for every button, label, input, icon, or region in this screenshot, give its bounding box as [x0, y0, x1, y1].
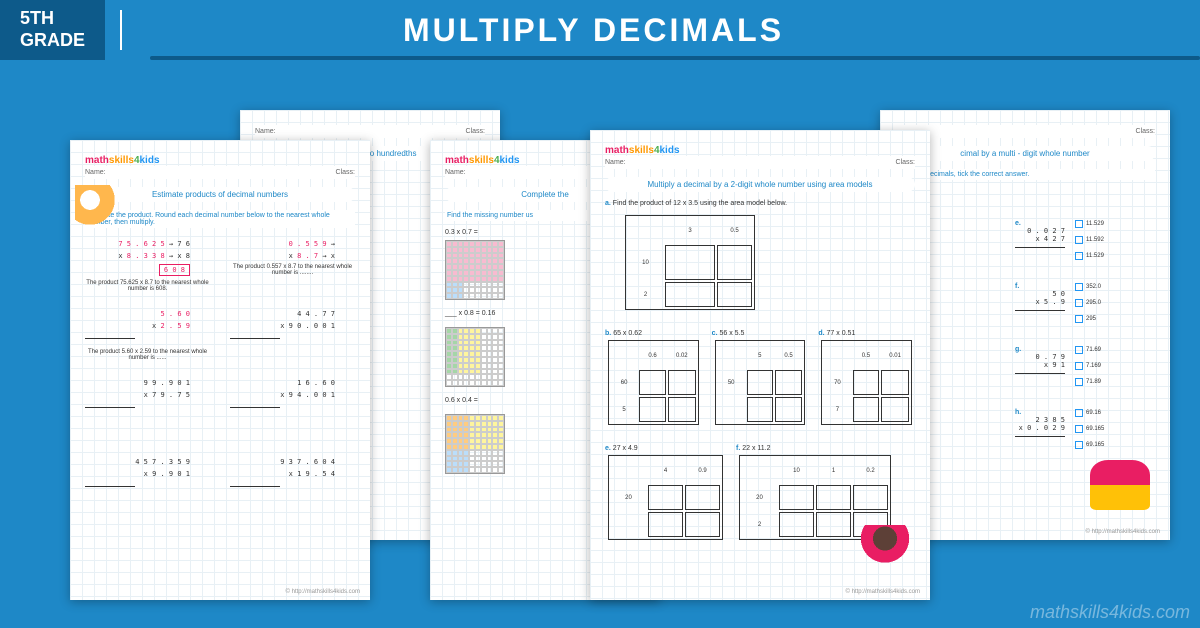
cartoon-plane [75, 185, 125, 235]
worksheets-container: Name: Class: products up to hundredths 5… [0, 60, 1200, 628]
area-model-e: 40.9 20 [608, 455, 723, 540]
sheet5-problems: e. 0 . 0 2 7 x 4 2 7 11.529 11.592 11.52… [1015, 220, 1155, 457]
checkbox[interactable] [1075, 441, 1083, 449]
cartoon-laptop [860, 525, 910, 570]
problem-row-1: 7 5 . 6 2 5 → 7 6 x 8 . 3 3 8 → x 8 6 0 … [85, 236, 355, 296]
label-h: h. [1015, 409, 1075, 416]
prob-h1: 2 3 8 5 [1015, 416, 1065, 424]
prob-e2: x 4 2 7 [1015, 235, 1065, 243]
grid-model-1 [445, 240, 505, 300]
sheet-footer: © http://mathskills4kids.com [846, 589, 920, 595]
sheet-footer: © http://mathskills4kids.com [1086, 529, 1160, 535]
grade-badge: 5TH GRADE [0, 0, 105, 60]
note1: The product 75.625 x 8.7 to the nearest … [85, 280, 210, 292]
problems-row-bcd: b. 65 x 0.62 0.60.02 60 5 c. 56 x 5.5 50… [605, 330, 915, 430]
sheet1-instruction: Estimate the product. Round each decimal… [85, 210, 355, 228]
answer-box: 6 0 8 [159, 264, 190, 276]
prob-f2: x 5 . 9 [1015, 298, 1065, 306]
checkbox[interactable] [1075, 362, 1083, 370]
page-header: 5TH GRADE MULTIPLY DECIMALS [0, 0, 1200, 60]
checkbox[interactable] [1075, 299, 1083, 307]
qa-text: Find the product of 12 x 3.5 using the a… [613, 200, 787, 207]
prob-h2: x 0 . 0 2 9 [1015, 424, 1065, 432]
class-label: Class: [336, 169, 355, 176]
area-model-d: 0.50.01 70 7 [821, 340, 912, 425]
grid-model-3 [445, 414, 505, 474]
checkbox[interactable] [1075, 236, 1083, 244]
grade-line2: GRADE [20, 30, 85, 52]
grid-model-2 [445, 327, 505, 387]
checkbox[interactable] [1075, 346, 1083, 354]
prob-g1: 0 . 7 9 [1015, 353, 1065, 361]
problem-row-4: 4 5 7 . 3 5 9 x 9 . 9 0 1 9 3 7 . 6 0 4 … [85, 454, 355, 493]
note2: The product 0.557 x 8.7 to the nearest w… [230, 264, 355, 276]
sheet-header: Name: Class: [605, 156, 915, 169]
grade-line1: 5TH [20, 8, 85, 30]
class-label: Class: [466, 128, 485, 135]
sheet1-title: Estimate products of decimal numbers [85, 187, 355, 202]
worksheet-1: mathskills4kids Name: Class: Estimate pr… [70, 140, 370, 600]
checkbox[interactable] [1075, 252, 1083, 260]
qa-label: a. [605, 200, 611, 207]
label-g: g. [1015, 346, 1075, 353]
area-model-c: 50.5 50 [715, 340, 806, 425]
name-label: Name: [255, 128, 276, 135]
sheet-footer: © http://mathskills4kids.com [286, 589, 360, 595]
page-title: MULTIPLY DECIMALS [137, 12, 1200, 49]
checkbox[interactable] [1075, 220, 1083, 228]
sheet-header: Class: [895, 125, 1155, 138]
class-label: Class: [1136, 128, 1155, 135]
prob-e1: 0 . 0 2 7 [1015, 227, 1065, 235]
watermark: mathskills4kids.com [1030, 602, 1190, 623]
worksheet-4: mathskills4kids Name: Class: Multiply a … [590, 130, 930, 600]
checkbox[interactable] [1075, 409, 1083, 417]
area-model-b: 0.60.02 60 5 [608, 340, 699, 425]
problem-row-2: 5 . 6 0 x 2 . 5 9 The product 5.60 x 2.5… [85, 306, 355, 365]
prob-f1: 5 0 [1015, 290, 1065, 298]
sheet4-title: Multiply a decimal by a 2-digit whole nu… [605, 177, 915, 192]
sheet5-title: cimal by a multi - digit whole number [895, 146, 1155, 161]
checkbox[interactable] [1075, 378, 1083, 386]
sheet-header: Name: Class: [85, 166, 355, 179]
name-label: Name: [605, 159, 626, 166]
checkbox[interactable] [1075, 425, 1083, 433]
checkbox[interactable] [1075, 315, 1083, 323]
sheet5-instruction: following decimals, tick the correct ans… [895, 169, 1155, 180]
name-label: Name: [85, 169, 106, 176]
logo: mathskills4kids [605, 145, 915, 156]
label-f: f. [1015, 283, 1075, 290]
problem-row-3: 9 9 . 9 0 1 x 7 9 . 7 5 1 6 . 6 0 x 9 4 … [85, 375, 355, 414]
header-divider [120, 10, 122, 50]
cartoon-car [1090, 460, 1150, 510]
prob-g2: x 9 1 [1015, 361, 1065, 369]
label-e: e. [1015, 220, 1075, 227]
area-model-a: 30.5 10 2 [625, 215, 755, 310]
checkbox[interactable] [1075, 283, 1083, 291]
logo: mathskills4kids [85, 155, 355, 166]
note3: The product 5.60 x 2.59 to the nearest w… [85, 349, 210, 361]
name-label: Name: [445, 169, 466, 176]
class-label: Class: [896, 159, 915, 166]
sheet-header: Name: Class: [255, 125, 485, 138]
